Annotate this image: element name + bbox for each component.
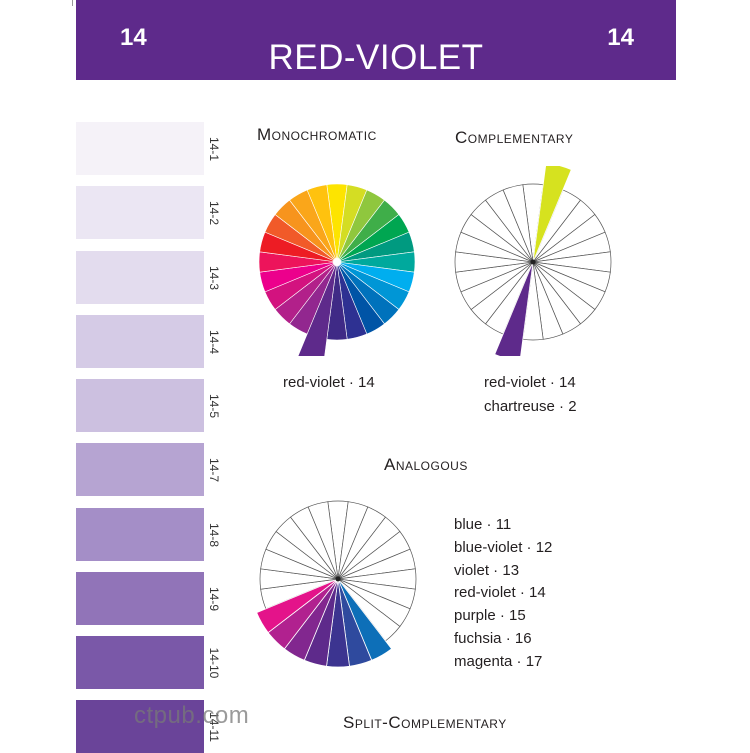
analogous-item: red-violet · 14: [454, 584, 546, 602]
monochromatic-heading: Monochromatic: [257, 125, 377, 144]
swatch-label: 14-2: [206, 186, 222, 239]
swatch-label-text: 14-5: [207, 393, 221, 418]
swatch-14-8: [76, 508, 204, 561]
analogous-item: magenta · 17: [454, 652, 543, 670]
analogous-item: purple · 15: [454, 607, 526, 625]
wheel-segment: [502, 184, 534, 263]
swatch-label-text: 14-9: [207, 586, 221, 611]
watermark: ctpub.com: [134, 702, 250, 729]
wheel-segment-highlight: [256, 578, 339, 634]
wheel-segment-highlight: [297, 261, 338, 356]
wheel-segment: [307, 501, 339, 580]
swatch-label: 14-1: [206, 122, 222, 175]
swatch-label-text: 14-3: [207, 265, 221, 290]
swatch-14-3: [76, 251, 204, 304]
swatch-label-text: 14-10: [207, 647, 221, 678]
swatch-14-7: [76, 443, 204, 496]
swatch-label: 14-9: [206, 572, 222, 625]
complementary-caption-1: red-violet · 14: [484, 374, 576, 391]
swatch-label-text: 14-4: [207, 329, 221, 354]
swatch-label-text: 14-8: [207, 522, 221, 547]
swatch-label-text: 14-2: [207, 200, 221, 225]
monochromatic-caption: red-violet · 14: [283, 374, 375, 391]
page-number-left: 14: [120, 24, 147, 51]
swatch-label: 14-10: [206, 636, 222, 689]
analogous-color-wheel: [256, 500, 417, 668]
swatch-14-2: [76, 186, 204, 239]
swatch-14-1: [76, 122, 204, 175]
analogous-item: violet · 13: [454, 561, 520, 579]
swatch-14-9: [76, 572, 204, 625]
page-header: 14 RED-VIOLET 14: [76, 0, 676, 80]
swatch-14-11: [76, 700, 204, 753]
page-title: RED-VIOLET: [268, 38, 484, 77]
complementary-heading: Complementary: [455, 128, 574, 147]
page-number-right: 14: [607, 24, 634, 51]
monochromatic-color-wheel: [258, 183, 416, 356]
swatch-14-5: [76, 379, 204, 432]
swatch-14-10: [76, 636, 204, 689]
wheel-hub: [333, 258, 341, 266]
split-complementary-heading: Split-Complementary: [343, 713, 507, 732]
analogous-item: blue · 11: [454, 516, 512, 533]
wheel-segment: [306, 184, 338, 263]
wheel-hub: [530, 259, 536, 265]
swatch-label: 14-7: [206, 443, 222, 496]
complementary-caption-2: chartreuse · 2: [484, 398, 577, 415]
complementary-color-wheel: [454, 166, 612, 356]
swatch-14-4: [76, 315, 204, 368]
swatch-label: 14-8: [206, 508, 222, 561]
analogous-heading: Analogous: [384, 455, 468, 474]
analogous-item: blue-violet · 12: [454, 538, 553, 556]
wheel-segment-highlight: [532, 166, 572, 263]
swatch-label-text: 14-7: [207, 457, 221, 482]
analogous-item: fuchsia · 16: [454, 630, 532, 647]
wheel-hub: [335, 576, 341, 582]
swatch-label: 14-5: [206, 379, 222, 432]
wheel-segment-highlight: [494, 261, 534, 356]
swatch-label: 14-4: [206, 315, 222, 368]
swatch-label-text: 14-1: [207, 136, 221, 161]
swatch-label: 14-3: [206, 251, 222, 304]
crop-mark-left: [72, 0, 79, 6]
